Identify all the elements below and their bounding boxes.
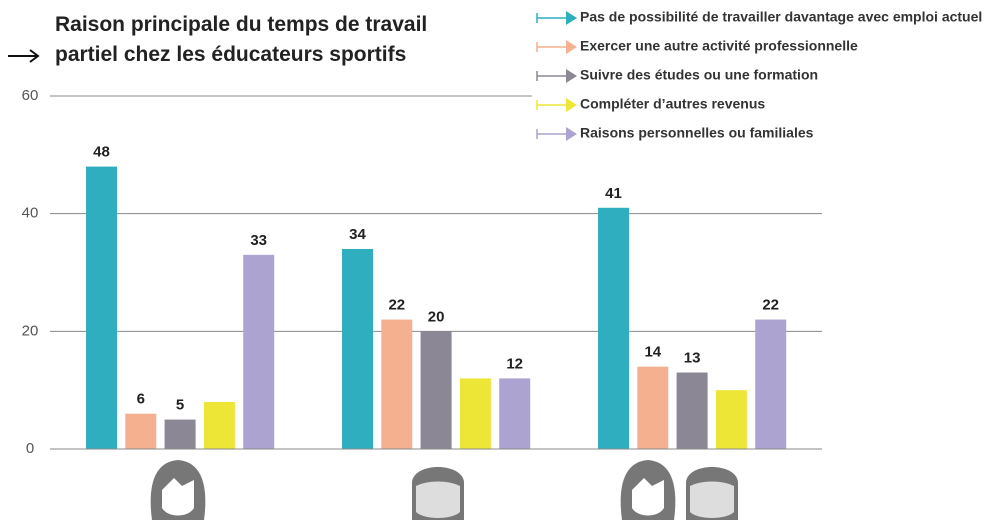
chart-title: Raison principale du temps de travail par… <box>55 13 427 66</box>
legend-label: Raisons personnelles ou familiales <box>580 125 814 141</box>
man-face <box>690 481 734 518</box>
bar <box>164 419 196 449</box>
data-label: 48 <box>93 144 110 161</box>
bar <box>715 390 747 449</box>
bar <box>86 166 117 449</box>
data-label: 33 <box>250 232 267 249</box>
data-label: 22 <box>762 297 779 314</box>
legend-arrow <box>566 11 577 25</box>
data-label: 6 <box>137 391 145 408</box>
title-arrow <box>8 49 40 63</box>
data-label: 20 <box>428 308 445 325</box>
data-label: 14 <box>644 344 661 361</box>
bar <box>243 254 275 449</box>
man-face <box>416 481 460 518</box>
legend-label: Suivre des études ou une formation <box>580 67 818 83</box>
y-tick-label: 0 <box>26 440 34 457</box>
bar <box>420 331 452 449</box>
bar <box>203 401 235 449</box>
data-label: 22 <box>388 297 405 314</box>
legend-label: Exercer une autre activité professionnel… <box>580 38 858 54</box>
bar <box>676 372 708 449</box>
woman-face <box>632 478 664 516</box>
legend-arrow <box>566 127 577 141</box>
data-label: 13 <box>684 349 701 366</box>
y-tick-label: 20 <box>22 322 39 339</box>
legend-label: Compléter d’autres revenus <box>580 96 765 112</box>
legend-background <box>532 2 1008 152</box>
legend-arrow <box>566 40 577 54</box>
y-tick-label: 60 <box>22 87 39 104</box>
data-label: 5 <box>176 397 184 414</box>
bar <box>342 248 373 449</box>
bar <box>381 319 413 449</box>
legend-arrow <box>566 98 577 112</box>
icons <box>150 460 738 520</box>
data-label: 12 <box>506 355 523 372</box>
data-label: 41 <box>605 185 622 202</box>
bar <box>755 319 787 449</box>
y-tick-label: 40 <box>22 205 39 222</box>
bar <box>459 378 491 449</box>
bar <box>598 207 629 449</box>
legend-label: Pas de possibilité de travailler davanta… <box>580 9 982 25</box>
bar <box>499 378 531 449</box>
data-label: 34 <box>349 226 366 243</box>
bar <box>637 366 669 449</box>
woman-face <box>162 478 194 516</box>
bar <box>125 413 157 449</box>
legend-arrow <box>566 69 577 83</box>
